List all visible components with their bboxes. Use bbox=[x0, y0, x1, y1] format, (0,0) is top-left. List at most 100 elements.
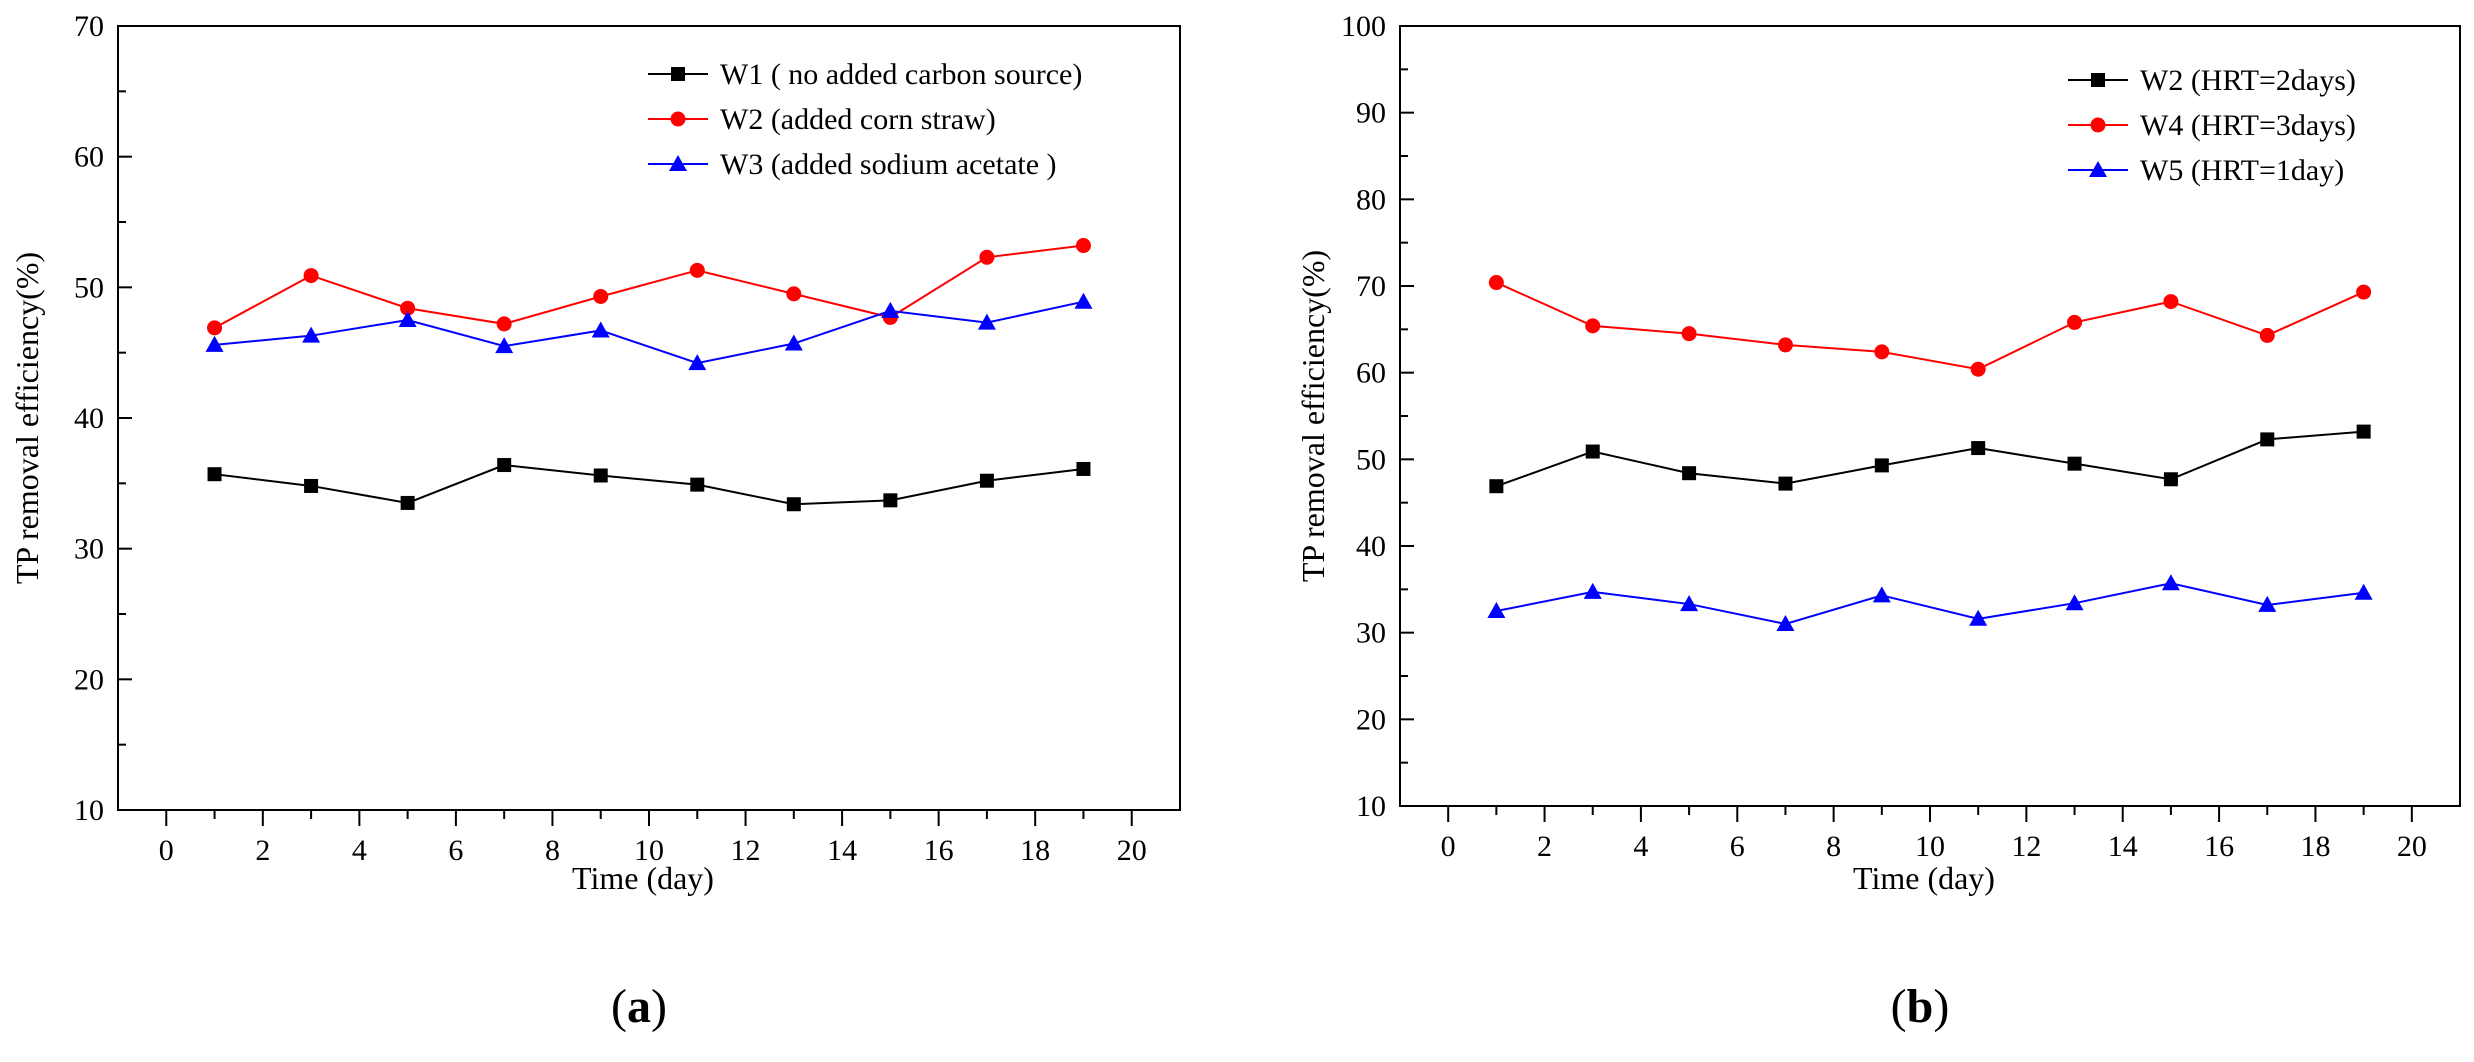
y-tick-label-100: 100 bbox=[1341, 10, 1386, 43]
y-tick-label-70: 70 bbox=[1356, 270, 1386, 303]
legend-label-0: W1 ( no added carbon source) bbox=[720, 58, 1082, 91]
x-tick-label-0: 0 bbox=[1441, 830, 1456, 863]
x-tick-label-6: 6 bbox=[448, 834, 463, 867]
legend-label-1: W2 (added corn straw) bbox=[720, 103, 996, 136]
x-tick-label-8: 8 bbox=[545, 834, 560, 867]
y-tick-label-10: 10 bbox=[1356, 790, 1386, 823]
x-tick-label-16: 16 bbox=[2204, 830, 2234, 863]
data-point-s1-7 bbox=[2163, 294, 2179, 310]
panel-b: 10 20 30 40 50 60 70 80 90 100 0 2 4 6 8 10 12 14 16 18 20 Ti… bbox=[1295, 10, 2461, 1033]
y-axis-title: TP removal efficiency(%) bbox=[1295, 250, 1331, 582]
x-tick-label-14: 14 bbox=[827, 834, 857, 867]
x-tick-label-12: 12 bbox=[2011, 830, 2041, 863]
data-point-s1-3 bbox=[1777, 337, 1793, 353]
panel-label-a: (a) bbox=[611, 980, 667, 1033]
data-point-s0-1 bbox=[304, 478, 319, 493]
x-tick-label-4: 4 bbox=[352, 834, 367, 867]
data-point-s1-1 bbox=[303, 268, 319, 284]
data-point-s0-8 bbox=[2260, 432, 2275, 447]
data-point-s1-0 bbox=[1488, 275, 1504, 291]
data-point-s2-0 bbox=[205, 335, 224, 352]
data-point-s2-9 bbox=[1074, 292, 1093, 309]
y-tick-label-50: 50 bbox=[1356, 443, 1386, 476]
data-point-s1-3 bbox=[496, 316, 512, 332]
series-line-2 bbox=[1496, 582, 2364, 626]
data-point-s0-5 bbox=[690, 477, 705, 492]
data-point-s0-2 bbox=[1682, 466, 1697, 481]
y-tick-label-80: 80 bbox=[1356, 183, 1386, 216]
x-tick-label-20: 20 bbox=[2397, 830, 2427, 863]
data-point-s0-4 bbox=[593, 468, 608, 483]
data-point-s1-6 bbox=[786, 286, 802, 302]
series-line-2 bbox=[214, 300, 1084, 365]
data-point-s2-3 bbox=[495, 337, 514, 354]
series-line-1 bbox=[214, 244, 1084, 329]
legend-marker-1 bbox=[2090, 117, 2106, 133]
data-point-s0-9 bbox=[2356, 424, 2371, 439]
data-point-s2-9 bbox=[2354, 583, 2373, 600]
panel-label-b: (b) bbox=[1891, 980, 1950, 1033]
y-tick-label-40: 40 bbox=[74, 402, 104, 435]
data-point-s0-7 bbox=[2163, 472, 2178, 487]
data-point-s0-3 bbox=[1778, 476, 1793, 491]
data-point-s1-2 bbox=[1681, 326, 1697, 342]
data-point-s2-7 bbox=[881, 301, 900, 318]
y-tick-label-50: 50 bbox=[74, 271, 104, 304]
legend-marker-2 bbox=[2089, 161, 2107, 177]
data-point-s2-4 bbox=[1872, 586, 1891, 603]
data-point-s1-4 bbox=[1874, 344, 1890, 360]
legend-marker-2 bbox=[669, 155, 687, 171]
x-tick-label-4: 4 bbox=[1633, 830, 1648, 863]
x-tick-label-8: 8 bbox=[1826, 830, 1841, 863]
y-tick-label-30: 30 bbox=[74, 533, 104, 566]
data-point-s1-9 bbox=[2356, 284, 2372, 300]
y-tick-label-20: 20 bbox=[1356, 703, 1386, 736]
data-point-s0-7 bbox=[883, 493, 898, 508]
x-tick-label-16: 16 bbox=[924, 834, 954, 867]
data-point-s0-2 bbox=[400, 495, 415, 510]
data-point-s2-5 bbox=[688, 354, 707, 371]
x-tick-label-2: 2 bbox=[1537, 830, 1552, 863]
y-tick-label-30: 30 bbox=[1356, 617, 1386, 650]
data-point-s0-0 bbox=[207, 467, 222, 482]
x-tick-label-6: 6 bbox=[1730, 830, 1745, 863]
legend-marker-1 bbox=[670, 111, 686, 127]
data-point-s2-6 bbox=[784, 334, 803, 351]
y-tick-label-20: 20 bbox=[74, 663, 104, 696]
legend-label-0: W2 (HRT=2days) bbox=[2140, 64, 2356, 97]
panel-a: 10 20 30 40 50 60 70 0 2 4 6 8 10 12 14 16 18 20 Time (day… bbox=[9, 10, 1181, 1033]
x-axis-title: Time (day) bbox=[1853, 860, 1995, 896]
legend-label-1: W4 (HRT=3days) bbox=[2140, 109, 2356, 142]
series-line-0 bbox=[1496, 430, 2364, 488]
data-point-s1-9 bbox=[1075, 238, 1091, 254]
data-point-s2-3 bbox=[1776, 615, 1795, 631]
data-point-s2-1 bbox=[1583, 582, 1602, 599]
x-tick-label-14: 14 bbox=[2108, 830, 2138, 863]
data-point-s0-9 bbox=[1076, 461, 1091, 476]
data-point-s2-8 bbox=[977, 313, 996, 330]
data-point-s0-8 bbox=[979, 473, 994, 488]
data-point-s2-0 bbox=[1487, 602, 1506, 618]
data-point-s0-6 bbox=[786, 497, 801, 512]
data-point-s2-6 bbox=[2065, 594, 2084, 611]
data-point-s0-1 bbox=[1585, 444, 1600, 459]
data-point-s0-0 bbox=[1489, 479, 1504, 494]
x-tick-label-18: 18 bbox=[2300, 830, 2330, 863]
data-point-s1-8 bbox=[979, 249, 995, 265]
data-point-s1-8 bbox=[2259, 327, 2275, 343]
data-point-s1-5 bbox=[689, 262, 705, 278]
legend-label-2: W5 (HRT=1day) bbox=[2140, 154, 2344, 187]
data-point-s0-3 bbox=[497, 458, 512, 473]
data-point-s2-8 bbox=[2258, 595, 2277, 612]
data-point-s1-1 bbox=[1585, 318, 1601, 334]
plot-frame-b bbox=[1399, 25, 2461, 807]
data-point-s1-5 bbox=[1970, 361, 1986, 377]
legend-label-2: W3 (added sodium acetate ) bbox=[720, 148, 1057, 181]
data-point-s1-6 bbox=[2067, 314, 2083, 330]
data-point-s1-2 bbox=[400, 300, 416, 316]
y-tick-label-90: 90 bbox=[1356, 97, 1386, 130]
data-point-s1-4 bbox=[593, 288, 609, 304]
data-point-s0-6 bbox=[2067, 456, 2082, 471]
